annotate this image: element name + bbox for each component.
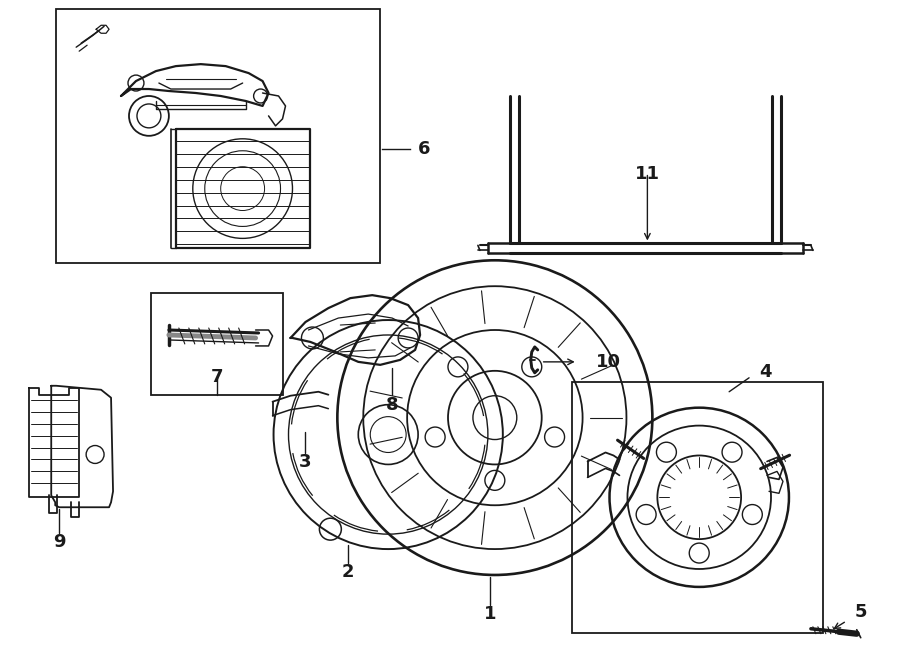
Text: 8: 8 xyxy=(386,396,399,414)
Text: 10: 10 xyxy=(596,353,620,371)
Text: 3: 3 xyxy=(299,453,311,471)
Text: 5: 5 xyxy=(854,603,867,621)
Text: 1: 1 xyxy=(483,605,496,623)
Text: 4: 4 xyxy=(759,363,771,381)
Bar xyxy=(572,382,823,633)
Text: 7: 7 xyxy=(211,368,223,386)
Bar xyxy=(151,293,283,395)
Text: 9: 9 xyxy=(53,533,66,551)
Text: 6: 6 xyxy=(418,139,430,158)
Text: 11: 11 xyxy=(634,165,660,182)
Text: 2: 2 xyxy=(342,563,355,581)
Bar xyxy=(56,9,380,263)
